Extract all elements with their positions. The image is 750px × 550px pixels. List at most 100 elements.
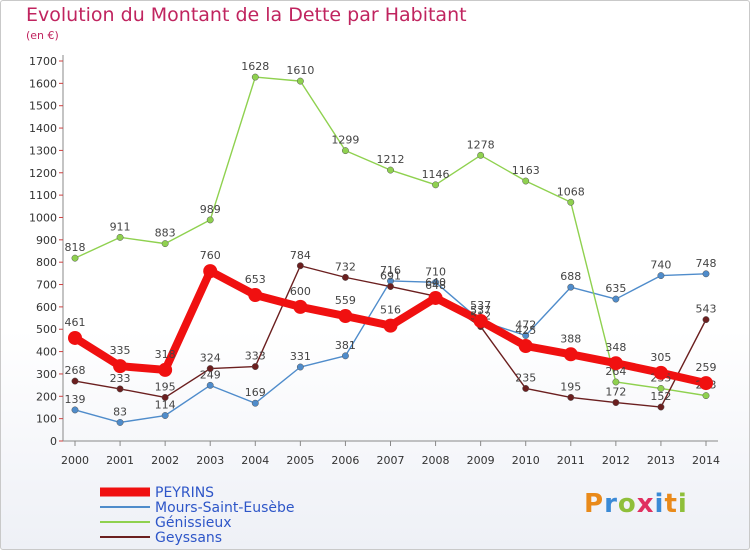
x-tick-label: 2000: [61, 454, 89, 467]
data-label: 381: [335, 339, 356, 352]
data-label: 883: [155, 227, 176, 240]
data-label: 318: [155, 348, 176, 361]
x-tick-label: 2002: [151, 454, 179, 467]
data-label: 268: [65, 364, 86, 377]
data-label: 1212: [377, 153, 405, 166]
data-label: 348: [605, 341, 626, 354]
data-point: [293, 299, 308, 314]
data-point: [567, 393, 575, 401]
data-point: [522, 385, 530, 392]
data-point: [251, 363, 259, 371]
data-point: [161, 393, 169, 401]
y-tick-label: 500: [36, 323, 57, 336]
data-label: 516: [380, 304, 401, 317]
legend-label: PEYRINS: [155, 485, 214, 501]
data-label: 710: [425, 265, 446, 278]
data-label: 264: [605, 365, 626, 378]
data-label: 331: [290, 350, 311, 363]
data-point: [158, 362, 173, 377]
data-point: [296, 77, 304, 85]
y-tick-label: 100: [36, 413, 57, 426]
data-label: 653: [245, 273, 266, 286]
x-tick-label: 2011: [557, 454, 585, 467]
data-label: 537: [470, 299, 491, 312]
y-tick-label: 800: [36, 256, 57, 269]
data-label: 691: [380, 270, 401, 283]
unit-label: (en €): [26, 29, 59, 42]
data-label: 748: [696, 257, 717, 270]
legend-label: Mours-Saint-Eusèbe: [155, 500, 295, 516]
x-tick-label: 2010: [512, 454, 540, 467]
data-label: 235: [515, 371, 536, 384]
x-tick-label: 2007: [377, 454, 405, 467]
data-point: [563, 347, 578, 362]
x-tick-label: 2009: [467, 454, 495, 467]
data-label: 732: [335, 260, 356, 273]
data-point: [612, 295, 620, 303]
y-tick-label: 0: [50, 435, 57, 448]
data-point: [702, 270, 710, 278]
chart-title: Evolution du Montant de la Dette par Hab…: [26, 4, 467, 26]
data-label: 195: [560, 380, 581, 393]
data-point: [113, 359, 128, 374]
data-label: 784: [290, 249, 311, 262]
data-point: [518, 339, 533, 353]
y-tick-label: 700: [36, 279, 57, 292]
data-label: 152: [650, 390, 671, 403]
data-point: [699, 376, 713, 391]
x-tick-label: 2012: [602, 454, 630, 467]
data-label: 305: [650, 351, 671, 364]
data-label: 648: [425, 279, 446, 292]
data-label: 461: [65, 316, 86, 329]
y-tick-label: 1000: [29, 211, 57, 224]
data-label: 233: [110, 372, 131, 385]
y-tick-label: 1400: [29, 122, 57, 135]
y-tick-label: 1600: [29, 77, 57, 90]
data-point: [432, 278, 440, 286]
x-tick-label: 2006: [331, 454, 359, 467]
data-label: 640: [425, 276, 446, 289]
data-point: [702, 316, 710, 324]
data-label: 559: [335, 294, 356, 307]
x-tick-label: 2005: [286, 454, 314, 467]
data-point: [612, 399, 620, 407]
data-point: [657, 272, 665, 280]
data-label: 83: [113, 405, 127, 418]
data-point: [206, 381, 214, 389]
data-label: 716: [380, 264, 401, 277]
data-label: 740: [650, 259, 671, 272]
y-tick-label: 1500: [29, 100, 57, 113]
data-point: [522, 177, 530, 185]
data-label: 1610: [286, 64, 314, 77]
y-tick-label: 200: [36, 390, 57, 403]
y-tick-label: 1700: [29, 55, 57, 68]
data-point: [161, 412, 169, 419]
data-label: 1299: [331, 134, 359, 147]
data-label: 600: [290, 285, 311, 298]
y-tick-label: 400: [36, 346, 57, 359]
data-label: 172: [605, 386, 626, 399]
data-label: 688: [560, 270, 581, 283]
data-label: 1163: [512, 164, 540, 177]
data-point: [477, 151, 485, 159]
data-label: 911: [110, 220, 131, 233]
data-label: 537: [470, 304, 491, 317]
data-point: [653, 365, 668, 380]
data-point: [251, 73, 259, 81]
data-point: [702, 392, 710, 400]
data-label: 1628: [241, 60, 269, 73]
y-tick-label: 600: [36, 301, 57, 314]
proxiti-logo: Proxiti: [584, 489, 688, 519]
data-label: 425: [515, 324, 536, 337]
y-tick-label: 1100: [29, 189, 57, 202]
data-label: 1068: [557, 185, 585, 198]
data-label: 114: [155, 399, 176, 412]
data-point: [567, 283, 575, 291]
data-point: [341, 352, 349, 360]
data-point: [296, 363, 304, 371]
x-tick-label: 2008: [422, 454, 450, 467]
x-tick-label: 2001: [106, 454, 134, 467]
data-label: 1146: [422, 168, 450, 181]
data-point: [71, 254, 79, 262]
